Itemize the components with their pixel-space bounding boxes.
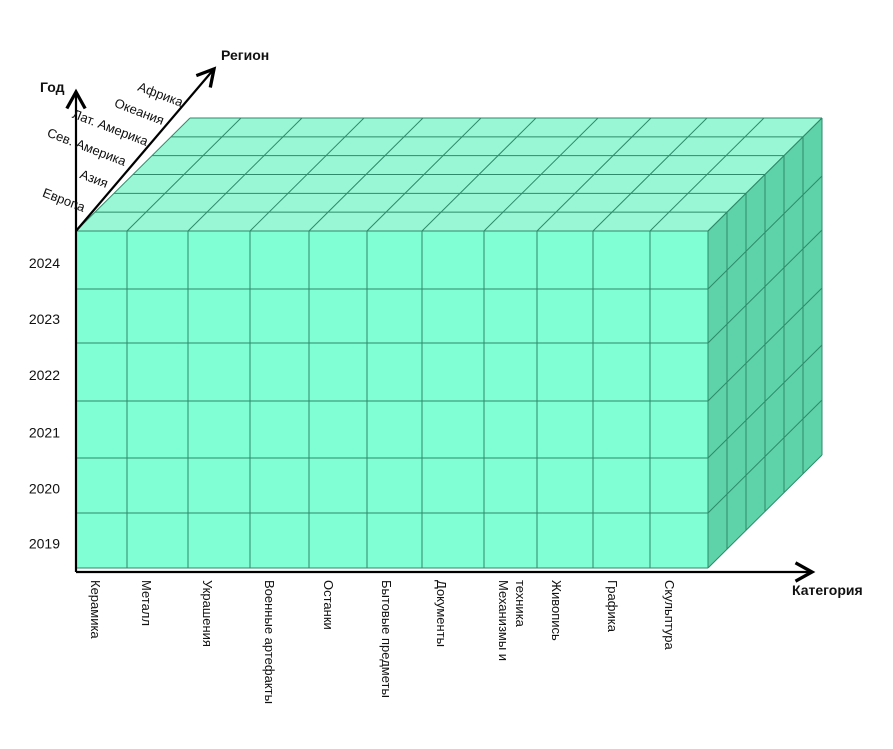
year-label: 2019 — [29, 536, 60, 552]
cube-front-face — [76, 231, 708, 568]
category-label: Живопись — [549, 580, 564, 641]
side-grid-depthline — [707, 287, 823, 402]
year-axis-title: Год — [40, 79, 65, 95]
year-label: 2020 — [29, 481, 60, 497]
year-label: 2022 — [29, 367, 60, 383]
side-grid-depthline — [707, 344, 823, 459]
side-grid-depthline — [707, 399, 823, 514]
cube-grid-lines — [75, 117, 823, 569]
category-label: Керамика — [88, 580, 103, 639]
side-grid-depthline — [707, 117, 823, 232]
category-axis-title: Категория — [792, 582, 863, 598]
category-label: Украшения — [200, 580, 215, 647]
side-grid-depthline — [707, 175, 823, 290]
category-label: Военные артефакты — [262, 580, 277, 704]
year-label: 2021 — [29, 425, 60, 441]
category-labels: Керамика Металл Украшения Военные артефакты… — [88, 580, 677, 704]
region-label: Азия — [78, 166, 110, 190]
category-label: Металл — [139, 580, 154, 626]
side-grid-depthline — [707, 454, 823, 569]
category-label: Бытовые предметы — [379, 580, 394, 698]
category-label: Останки — [321, 580, 336, 630]
region-axis-title: Регион — [221, 47, 269, 63]
year-label: 2023 — [29, 311, 60, 327]
category-label: Скульптура — [662, 580, 677, 651]
category-label: Графика — [605, 580, 620, 633]
year-labels: 2024 2023 2022 2021 2020 2019 — [29, 255, 60, 552]
category-label: техника — [513, 580, 528, 628]
category-label: Механизмы и — [496, 580, 511, 661]
side-grid-depthline — [707, 229, 823, 344]
year-label: 2024 — [29, 255, 60, 271]
category-label: Документы — [434, 580, 449, 647]
region-axis — [75, 66, 217, 232]
region-label: Европа — [41, 185, 88, 215]
